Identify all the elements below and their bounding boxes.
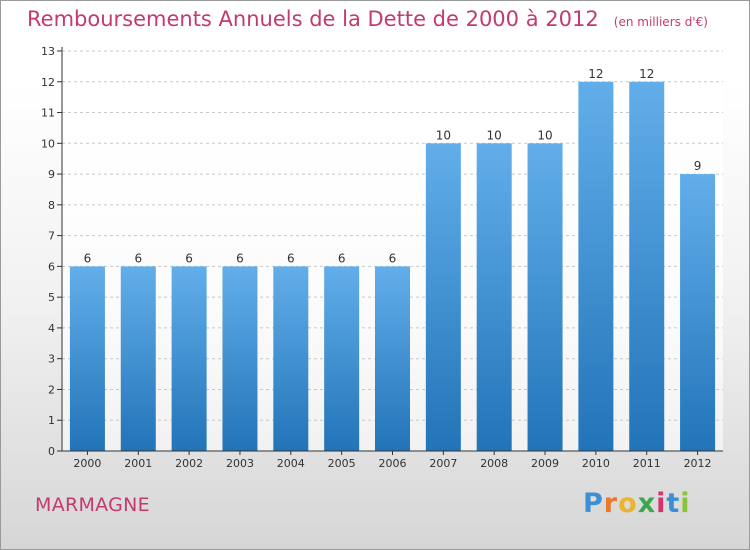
proxiti-logo: Proxiti — [583, 488, 691, 519]
logo-letter: x — [637, 488, 657, 519]
value-label-2007: 10 — [436, 128, 451, 142]
value-label-2002: 6 — [185, 251, 193, 265]
title-text: Remboursements Annuels de la Dette de 20… — [27, 7, 599, 31]
bar-2008 — [476, 143, 512, 452]
y-tick-label: 1 — [48, 414, 55, 427]
logo-letter: r — [603, 488, 619, 519]
logo-letter: i — [656, 488, 667, 519]
bar-2001 — [120, 266, 156, 451]
y-tick-label: 9 — [48, 168, 55, 181]
x-tick-label-2011: 2011 — [633, 457, 661, 470]
bars — [69, 81, 716, 452]
bar-2009 — [527, 143, 563, 452]
y-tick-label: 4 — [48, 322, 55, 335]
chart-title: Remboursements Annuels de la Dette de 20… — [27, 7, 708, 31]
x-tick-label-2007: 2007 — [429, 457, 457, 470]
y-tick-label: 0 — [48, 445, 55, 458]
logo-letter: o — [618, 488, 638, 519]
y-tick-label: 5 — [48, 291, 55, 304]
value-label-2001: 6 — [134, 251, 142, 265]
y-tick-label: 6 — [48, 260, 55, 273]
y-tick-label: 13 — [41, 45, 55, 58]
bar-2002 — [171, 266, 207, 451]
bar-2005 — [324, 266, 360, 451]
y-tick-label: 11 — [41, 107, 55, 120]
value-label-2012: 9 — [694, 159, 702, 173]
value-label-2010: 12 — [588, 67, 603, 81]
value-label-2008: 10 — [487, 128, 502, 142]
x-tick-label-2000: 2000 — [73, 457, 101, 470]
value-label-2000: 6 — [84, 251, 92, 265]
y-tick-label: 8 — [48, 199, 55, 212]
bar-2007 — [425, 143, 461, 452]
y-tick-label: 12 — [41, 76, 55, 89]
x-tick-labels: 2000 2001 2002 2003 2004 2005 2006 2007 2008 2009… — [73, 457, 711, 470]
x-tick-label-2006: 2006 — [379, 457, 407, 470]
x-tick-label-2005: 2005 — [328, 457, 356, 470]
y-tick-label: 2 — [48, 383, 55, 396]
x-tick-label-2008: 2008 — [480, 457, 508, 470]
x-tick-label-2003: 2003 — [226, 457, 254, 470]
bar-2003 — [222, 266, 258, 451]
y-tick-label: 3 — [48, 353, 55, 366]
commune-name: MARMAGNE — [35, 494, 150, 516]
axes — [57, 47, 723, 455]
y-tick-label: 7 — [48, 230, 55, 243]
value-label-2003: 6 — [236, 251, 244, 265]
value-label-2005: 6 — [338, 251, 346, 265]
y-tick-label: 10 — [41, 137, 55, 150]
logo-letter: t — [666, 488, 681, 519]
value-labels: 6 6 6 6 6 6 6 10 10 10 12 12 9 — [84, 67, 702, 266]
logo-letter: i — [680, 488, 691, 519]
x-tick-label-2009: 2009 — [531, 457, 559, 470]
bar-2004 — [273, 266, 309, 451]
bar-2011 — [629, 81, 665, 452]
logo-letter: P — [583, 488, 604, 519]
value-label-2009: 10 — [537, 128, 552, 142]
title-unit: (en milliers d'€) — [613, 15, 708, 29]
x-tick-label-2004: 2004 — [277, 457, 305, 470]
x-tick-label-2001: 2001 — [124, 457, 152, 470]
value-label-2011: 12 — [639, 67, 654, 81]
bar-2010 — [578, 81, 614, 452]
bar-2000 — [69, 266, 105, 451]
value-label-2006: 6 — [389, 251, 397, 265]
x-tick-label-2002: 2002 — [175, 457, 203, 470]
bar-2006 — [375, 266, 410, 451]
x-tick-label-2012: 2012 — [684, 457, 712, 470]
bar-2012 — [680, 174, 716, 452]
x-tick-label-2010: 2010 — [582, 457, 610, 470]
value-label-2004: 6 — [287, 251, 295, 265]
